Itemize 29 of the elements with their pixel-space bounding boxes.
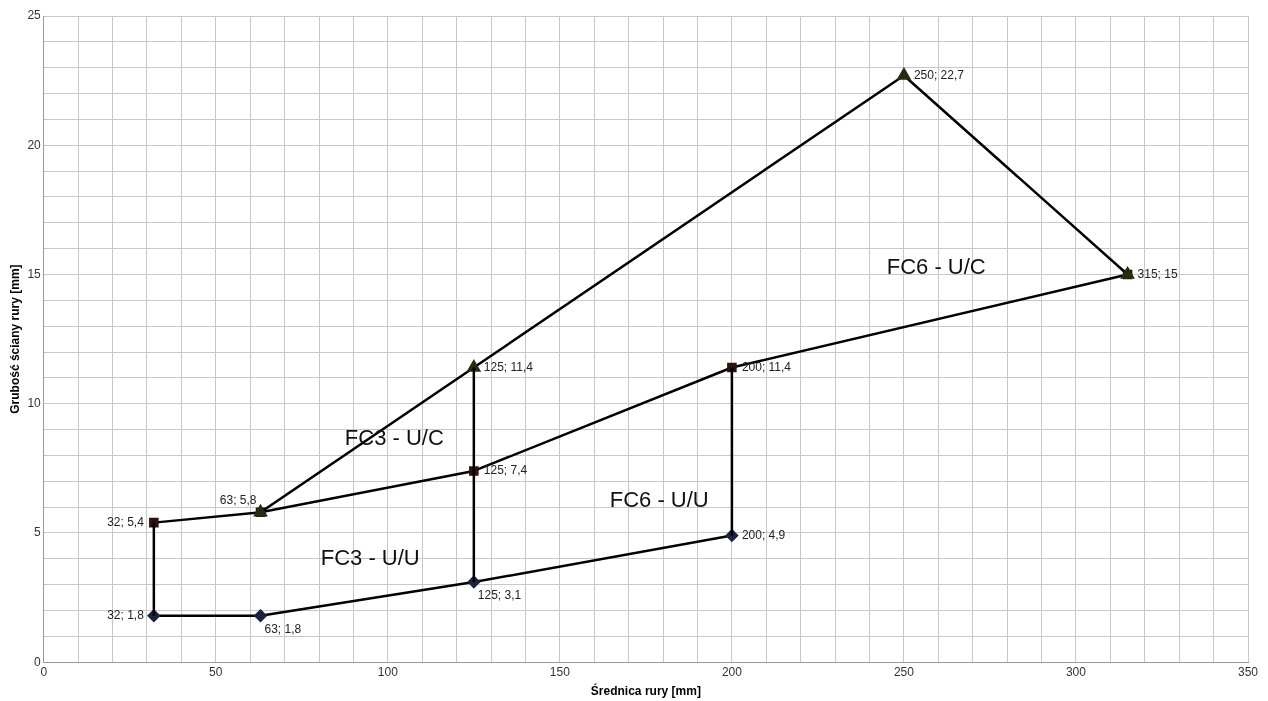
x-tick-label: 250 bbox=[893, 664, 915, 679]
x-tick-label: 200 bbox=[721, 664, 743, 679]
annotation: FC3 - U/U bbox=[320, 544, 420, 570]
data-label: 32; 1,8 bbox=[107, 607, 145, 622]
data-label: 32; 5,4 bbox=[107, 514, 145, 529]
y-tick-label: 0 bbox=[34, 654, 42, 669]
data-label: 125; 3,1 bbox=[477, 588, 522, 603]
data-label: 200; 4,9 bbox=[741, 527, 786, 542]
data-label: 63; 1,8 bbox=[264, 621, 302, 636]
y-tick-label: 15 bbox=[27, 266, 42, 281]
x-tick-label: 300 bbox=[1065, 664, 1087, 679]
x-tick-label: 50 bbox=[209, 664, 223, 679]
data-label: 63; 5,8 bbox=[219, 492, 257, 507]
data-label: 200; 11,4 bbox=[741, 359, 792, 374]
x-tick-label: 350 bbox=[1237, 664, 1259, 679]
y-tick-label: 5 bbox=[34, 525, 42, 540]
y-tick-label: 25 bbox=[27, 8, 42, 23]
x-tick-label: 100 bbox=[377, 664, 399, 679]
x-axis-title: Średnica rury [mm] bbox=[590, 683, 701, 699]
annotation: FC6 - U/U bbox=[609, 486, 709, 512]
data-label: 125; 7,4 bbox=[483, 463, 528, 478]
data-label: 250; 22,7 bbox=[913, 67, 965, 82]
data-label: 315; 15 bbox=[1137, 266, 1178, 281]
data-label: 125; 11,4 bbox=[483, 359, 534, 374]
y-tick-label: 10 bbox=[27, 396, 42, 411]
y-tick-label: 20 bbox=[27, 137, 42, 152]
y-axis-title: Grubość ściany rury [mm] bbox=[7, 264, 22, 414]
x-tick-label: 150 bbox=[549, 664, 571, 679]
annotation: FC6 - U/C bbox=[886, 254, 986, 280]
